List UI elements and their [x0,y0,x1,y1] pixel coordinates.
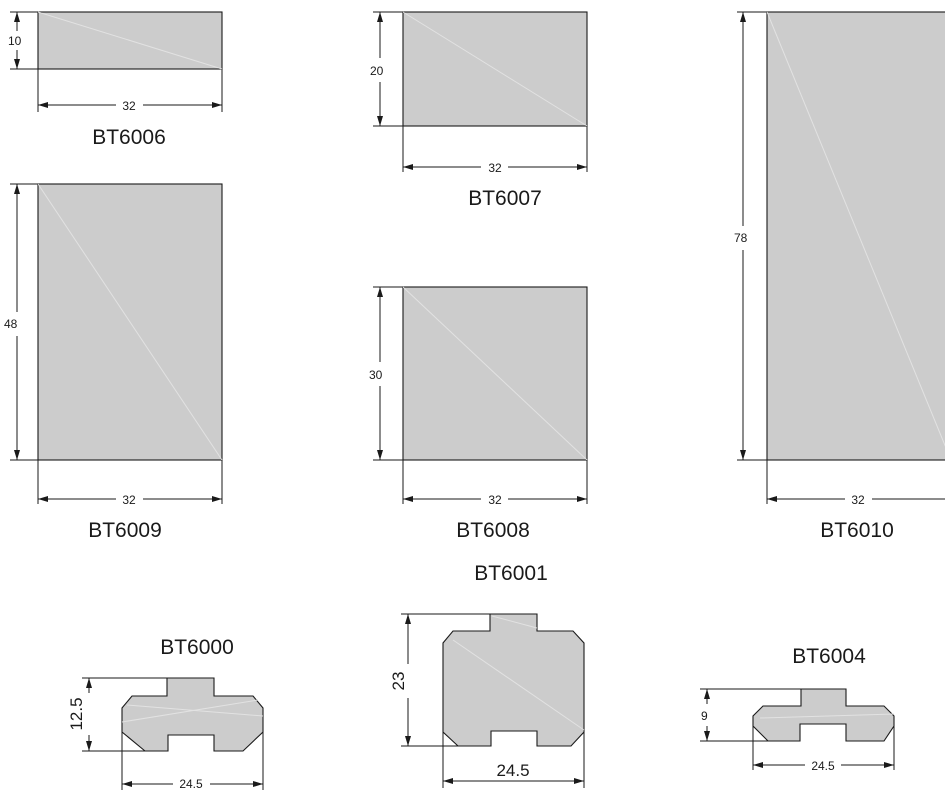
profile-bt6007: 20 32 BT6007 [370,11,588,210]
profile-bt6008: 30 32 BT6008 [369,286,588,542]
profile-bt6004: BT6004 9 24.5 [700,645,895,773]
bt6009-code-label: BT6009 [88,519,162,542]
bt6006-code-label: BT6006 [92,126,166,149]
bt6007-width-label: 32 [488,161,502,175]
bt6010-code-label: BT6010 [820,519,894,542]
bt6001-width-label: 24.5 [496,761,529,780]
profile-bt6009: 48 32 BT6009 [4,183,223,542]
bt6001-section [442,613,585,747]
bt6000-height-label: 12.5 [67,697,86,730]
bt6009-height-label: 48 [4,317,18,331]
profile-bt6000: BT6000 12.5 24.5 [67,636,264,791]
bt6004-code-label: BT6004 [792,645,866,668]
bt6001-height-label: 23 [389,672,408,691]
bt6007-height-label: 20 [370,64,384,78]
bt6010-height-label: 78 [734,231,748,245]
bt6006-height-label: 10 [8,34,22,48]
bt6004-section [752,688,895,742]
bt6000-section [121,677,264,752]
bt6000-width-label: 24.5 [179,777,203,791]
bt6009-width-label: 32 [122,493,136,507]
bt6007-code-label: BT6007 [468,187,542,210]
bt6010-section [766,11,945,461]
bt6008-width-label: 32 [488,493,502,507]
bt6004-width-label: 24.5 [811,759,835,773]
bt6001-code-label: BT6001 [474,562,548,585]
bt6000-code-label: BT6000 [160,636,234,659]
bt6010-width-label: 32 [851,493,865,507]
profile-bt6010: 78 32 BT6010 [734,11,945,542]
bt6006-width-label: 32 [122,99,136,113]
bt6008-height-label: 30 [369,368,383,382]
bt6008-code-label: BT6008 [456,519,530,542]
profile-bt6001: BT6001 23 24.5 [389,562,585,788]
bt6004-height-label: 9 [701,709,708,723]
profile-bt6006: 10 32 BT6006 [8,11,223,149]
